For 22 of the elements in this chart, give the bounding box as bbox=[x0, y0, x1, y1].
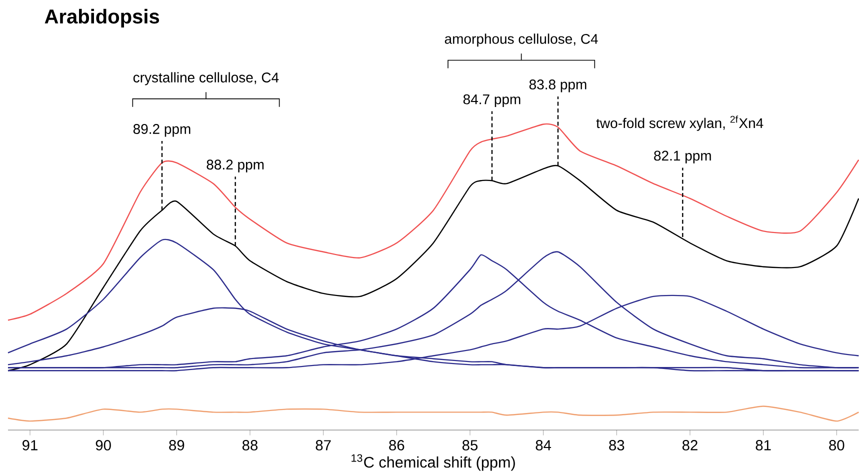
x-tick-label: 84 bbox=[536, 440, 552, 450]
x-tick-label: 82 bbox=[682, 440, 698, 450]
chart-title: Arabidopsis bbox=[44, 8, 160, 28]
x-axis-title: $^{13}$C chemical shift (ppm) bbox=[352, 454, 515, 471]
x-tick-label: 83 bbox=[609, 440, 624, 450]
x-tick-label: 85 bbox=[462, 440, 478, 450]
annotation: 82.1 ppm bbox=[654, 150, 711, 164]
annotation: 89.2 ppm bbox=[133, 124, 190, 137]
x-tick-label: 91 bbox=[22, 440, 38, 450]
text: crystalline cellulose, C4 bbox=[133, 72, 279, 86]
text: amorphous cellulose, C4 bbox=[444, 34, 598, 47]
x-tick-label: 87 bbox=[316, 440, 331, 450]
x-tick-label: 88 bbox=[242, 440, 258, 450]
x-tick-label: 86 bbox=[389, 440, 404, 450]
annotation: 88.2 ppm bbox=[206, 160, 264, 172]
x-tick-label: 80 bbox=[829, 440, 844, 450]
annotation: two-fold screw xylan, $^{2f}$Xn4 bbox=[596, 116, 764, 131]
x-tick-label: 89 bbox=[169, 440, 184, 450]
annotation: 84.7 ppm bbox=[463, 94, 520, 108]
x-tick-label: 90 bbox=[96, 440, 111, 450]
x-tick-label: 81 bbox=[756, 440, 771, 450]
annotation: 83.8 ppm bbox=[529, 80, 586, 92]
